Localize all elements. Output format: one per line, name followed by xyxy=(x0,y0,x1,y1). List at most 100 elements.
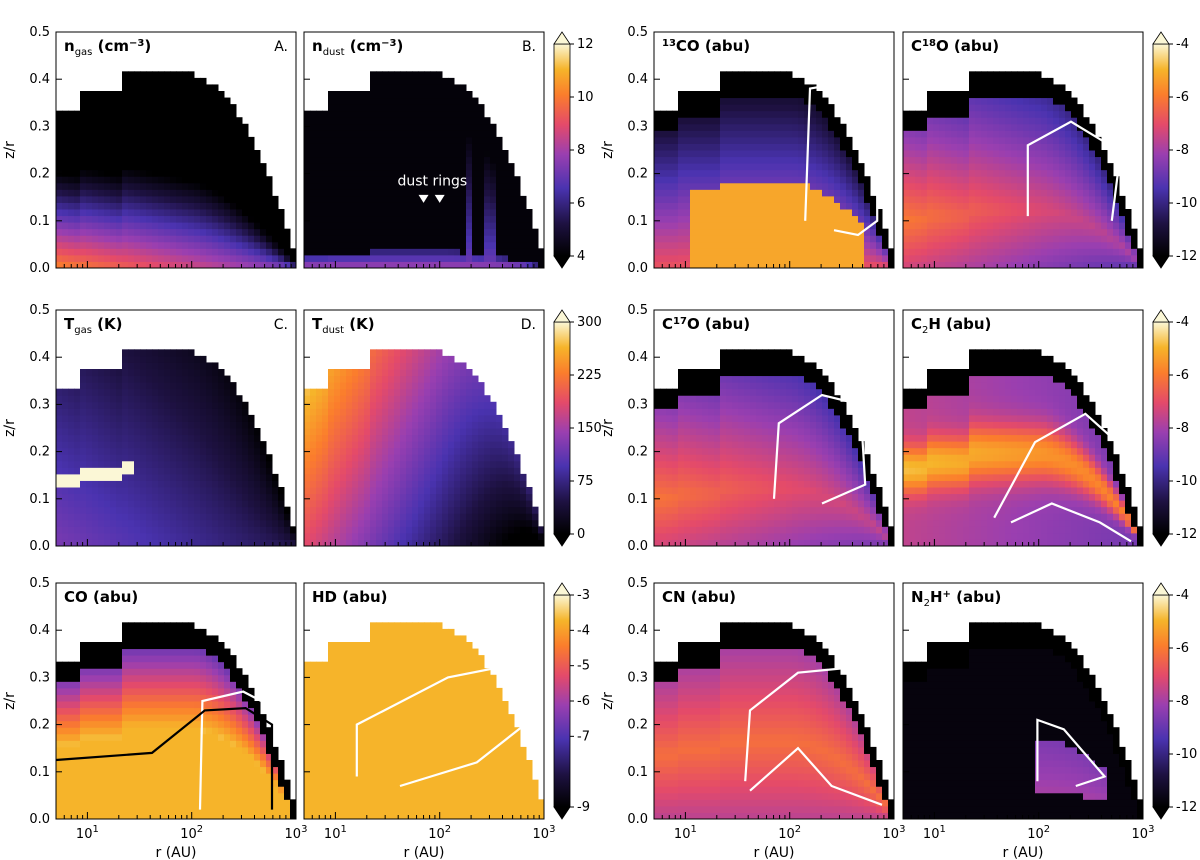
heatmap-cell xyxy=(840,143,847,151)
heatmap-cell xyxy=(864,254,871,262)
heatmap-cell xyxy=(170,362,177,370)
heatmap-cell xyxy=(406,163,413,171)
heatmap-cell xyxy=(933,169,940,177)
heatmap-cell xyxy=(218,532,225,540)
heatmap-cell xyxy=(382,130,389,138)
heatmap-cell xyxy=(846,195,853,203)
heatmap-cell xyxy=(122,77,129,85)
heatmap-cell xyxy=(200,480,207,488)
heatmap-cell xyxy=(260,248,267,256)
heatmap-cell xyxy=(981,77,988,85)
heatmap-cell xyxy=(933,235,940,243)
heatmap-cell xyxy=(74,526,81,534)
heatmap-cell xyxy=(732,189,739,197)
heatmap-cell xyxy=(508,209,515,217)
heatmap-cell xyxy=(963,91,970,99)
heatmap-cell xyxy=(786,84,793,92)
heatmap-cell xyxy=(1023,248,1030,256)
heatmap-cell xyxy=(1029,77,1036,85)
heatmap-cell xyxy=(236,506,243,514)
heatmap-cell xyxy=(816,209,823,217)
heatmap-cell xyxy=(981,117,988,125)
heatmap-cell xyxy=(104,441,111,449)
heatmap-cell xyxy=(951,222,958,230)
heatmap-cell xyxy=(852,235,859,243)
heatmap-cell xyxy=(834,189,841,197)
heatmap-cell xyxy=(86,395,93,403)
heatmap-cell xyxy=(1077,130,1084,138)
heatmap-cell xyxy=(939,228,946,236)
heatmap-cell xyxy=(122,91,129,99)
heatmap-cell xyxy=(182,375,189,383)
heatmap-cell xyxy=(388,136,395,144)
heatmap-cell xyxy=(152,395,159,403)
heatmap-cell xyxy=(490,261,497,269)
heatmap-cell xyxy=(828,143,835,151)
heatmap-cell xyxy=(248,539,255,547)
heatmap-cell xyxy=(654,110,661,118)
heatmap-cell xyxy=(278,209,285,217)
heatmap-cell xyxy=(412,195,419,203)
heatmap-cell xyxy=(104,123,111,131)
heatmap-cell xyxy=(98,493,105,501)
heatmap-cell xyxy=(454,110,461,118)
heatmap-cell xyxy=(466,123,473,131)
heatmap-cell xyxy=(478,202,485,210)
heatmap-cell xyxy=(993,195,1000,203)
heatmap-cell xyxy=(780,130,787,138)
heatmap-cell xyxy=(684,209,691,217)
heatmap-cell xyxy=(376,136,383,144)
heatmap-cell xyxy=(170,84,177,92)
heatmap-cell xyxy=(472,195,479,203)
heatmap-cell xyxy=(200,454,207,462)
heatmap-cell xyxy=(690,189,697,197)
heatmap-cell xyxy=(152,519,159,527)
heatmap-cell xyxy=(218,241,225,249)
heatmap-cell xyxy=(1101,195,1108,203)
heatmap-cell xyxy=(322,110,329,118)
heatmap-cell xyxy=(1107,222,1114,230)
heatmap-cell xyxy=(786,215,793,223)
heatmap-cell xyxy=(780,189,787,197)
heatmap-cell xyxy=(1065,235,1072,243)
heatmap-cell xyxy=(762,248,769,256)
heatmap-cell xyxy=(68,222,75,230)
heatmap-cell xyxy=(822,130,829,138)
heatmap-cell xyxy=(230,500,237,508)
heatmap-cell xyxy=(304,254,311,262)
heatmap-cell xyxy=(56,487,63,495)
heatmap-cell xyxy=(1023,77,1030,85)
heatmap-cell xyxy=(352,228,359,236)
heatmap-cell xyxy=(496,228,503,236)
heatmap-cell xyxy=(1119,241,1126,249)
heatmap-cell xyxy=(870,235,877,243)
heatmap-cell xyxy=(822,228,829,236)
heatmap-cell xyxy=(1017,202,1024,210)
heatmap-cell xyxy=(678,169,685,177)
heatmap-cell xyxy=(798,91,805,99)
heatmap-cell xyxy=(230,539,237,547)
heatmap-cell xyxy=(140,375,147,383)
heatmap-cell xyxy=(933,97,940,105)
heatmap-cell xyxy=(993,77,1000,85)
heatmap-cell xyxy=(1005,241,1012,249)
heatmap-cell xyxy=(418,235,425,243)
heatmap-cell xyxy=(212,519,219,527)
heatmap-cell xyxy=(780,195,787,203)
y-tick-label: 0.0 xyxy=(627,261,648,276)
heatmap-cell xyxy=(212,362,219,370)
heatmap-cell xyxy=(484,248,491,256)
heatmap-cell xyxy=(981,195,988,203)
heatmap-cell xyxy=(164,228,171,236)
heatmap-cell xyxy=(810,222,817,230)
heatmap-cell xyxy=(846,150,853,158)
heatmap-cell xyxy=(212,209,219,217)
heatmap-cell xyxy=(654,209,661,217)
heatmap-cell xyxy=(358,123,365,131)
heatmap-cell xyxy=(212,441,219,449)
heatmap-cell xyxy=(158,182,165,190)
heatmap-cell xyxy=(116,487,123,495)
heatmap-cell xyxy=(726,241,733,249)
heatmap-cell xyxy=(1059,248,1066,256)
